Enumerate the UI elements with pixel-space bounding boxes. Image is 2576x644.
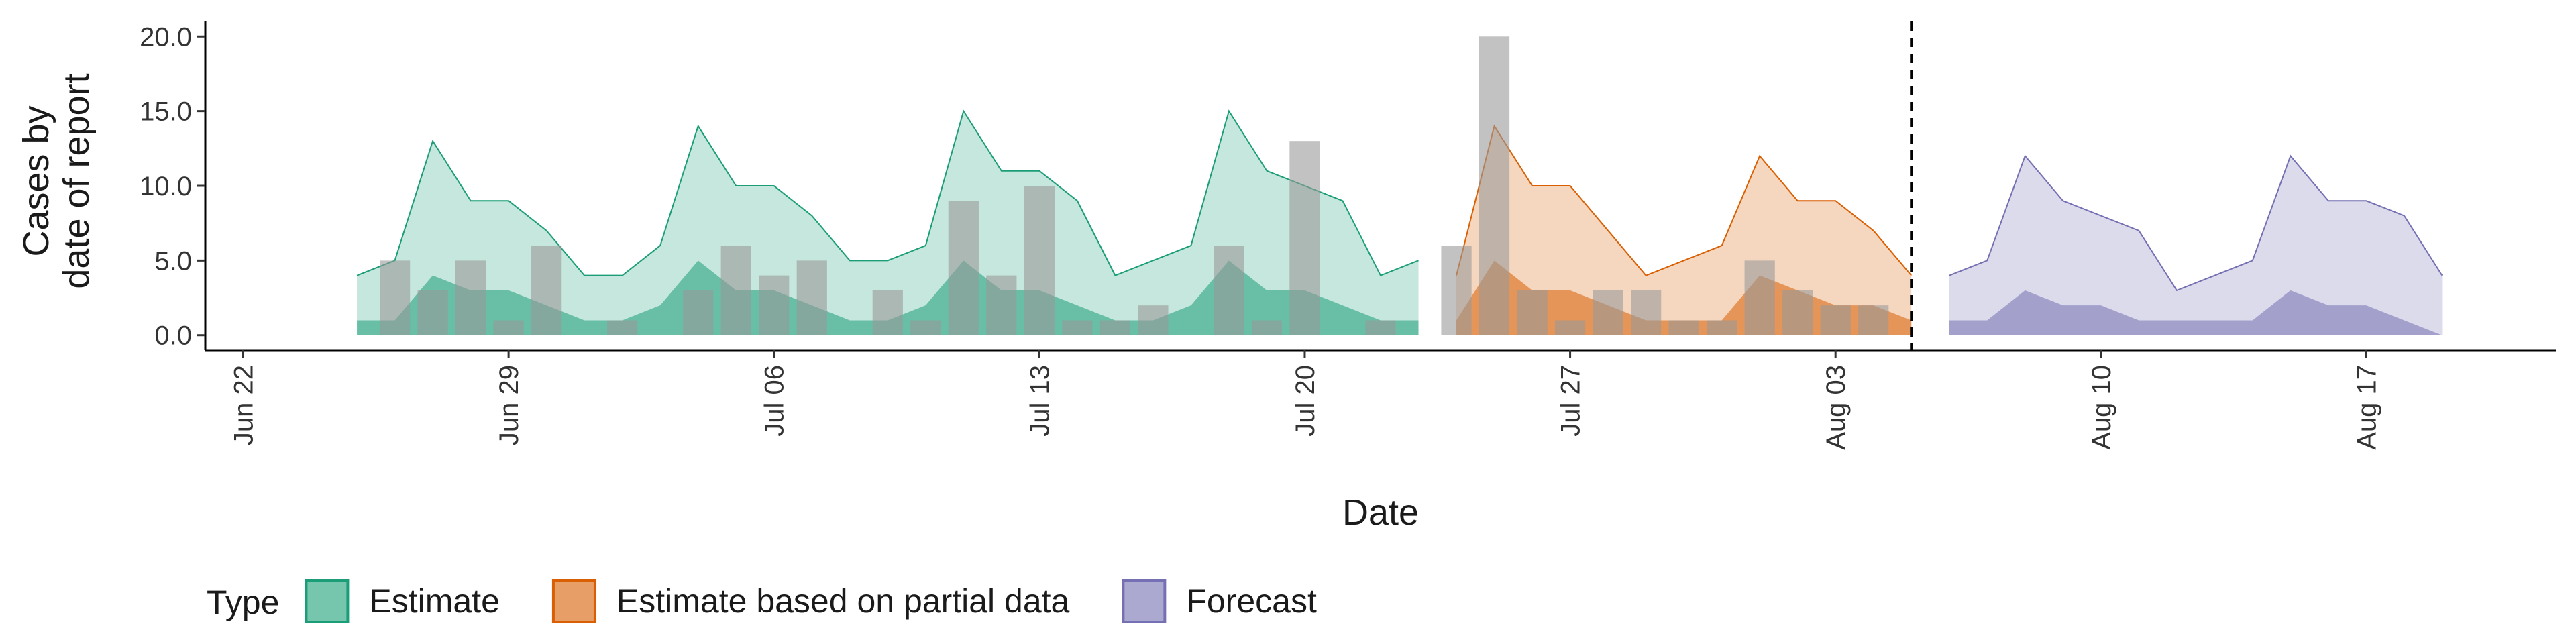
reported-bar [379,260,411,335]
x-axis-title: Date [1342,492,1419,533]
x-tick-label: Aug 10 [2087,365,2116,450]
x-tick-label: Jun 22 [229,365,259,445]
ribbon-edge [356,109,1419,276]
reported-bar [1858,305,1889,335]
reported-bar [872,290,903,335]
x-tick-label: Aug 17 [2352,365,2381,450]
reported-bar [1668,320,1699,335]
y-tick-label: 10.0 [140,172,192,201]
reported-bar [1479,36,1510,335]
reported-bar [759,275,790,335]
reported-bar [1554,320,1586,335]
reported-bar [455,260,486,335]
reported-bar [417,290,448,335]
reported-bar [910,320,941,335]
ribbon-outer [357,111,1419,335]
reported-bar [1024,186,1055,335]
legend-title: Type [207,584,279,621]
ribbon-outer [1456,125,1912,335]
ribbon-edge [1949,154,2443,292]
reported-bar [1251,320,1283,335]
ribbon-edge [1456,124,1912,276]
x-tick-label: Jul 20 [1291,365,1320,437]
reported-bar [1138,305,1169,335]
reported-bar [607,320,638,335]
legend-label: Forecast [1186,582,1317,620]
reported-bar [986,275,1017,335]
legend-key [551,579,596,623]
reported-bar [531,246,562,335]
y-axis-title: Cases by [16,105,56,256]
y-tick-label: 20.0 [140,22,192,52]
x-tick-label: Jul 06 [760,365,790,437]
reported-bar [1744,260,1775,335]
ribbon-outer [1949,156,2443,335]
x-tick-label: Jul 27 [1556,365,1586,437]
reported-bar [948,201,979,335]
reported-bar [1289,141,1320,335]
reported-bar [1631,290,1662,335]
reported-bar [720,246,751,335]
legend-label: Estimate [369,582,500,620]
y-tick-label: 0.0 [154,321,192,351]
x-tick-label: Jun 29 [494,365,524,445]
reported-bar [493,320,524,335]
legend-label: Estimate based on partial data [616,582,1070,620]
x-tick-label: Jul 13 [1025,365,1055,437]
reported-bar [1782,290,1813,335]
reported-bar [1441,246,1472,335]
reported-bar [796,260,827,335]
y-tick-label: 5.0 [154,246,192,276]
reported-bar [1593,290,1623,335]
x-tick-label: Aug 03 [1821,365,1851,450]
legend-key [1122,579,1167,623]
ribbon-inner [1949,290,2443,335]
reported-bar [1707,320,1737,335]
y-axis-title: date of report [56,73,97,288]
reported-bar [1214,246,1244,335]
reported-bar [683,290,714,335]
reported-bar [1820,305,1851,335]
reported-bar [1365,320,1396,335]
legend-key [305,579,350,623]
reported-bar [1517,290,1548,335]
reported-bar [1062,320,1093,335]
reported-bar [1099,320,1130,335]
y-tick-label: 15.0 [140,97,192,127]
